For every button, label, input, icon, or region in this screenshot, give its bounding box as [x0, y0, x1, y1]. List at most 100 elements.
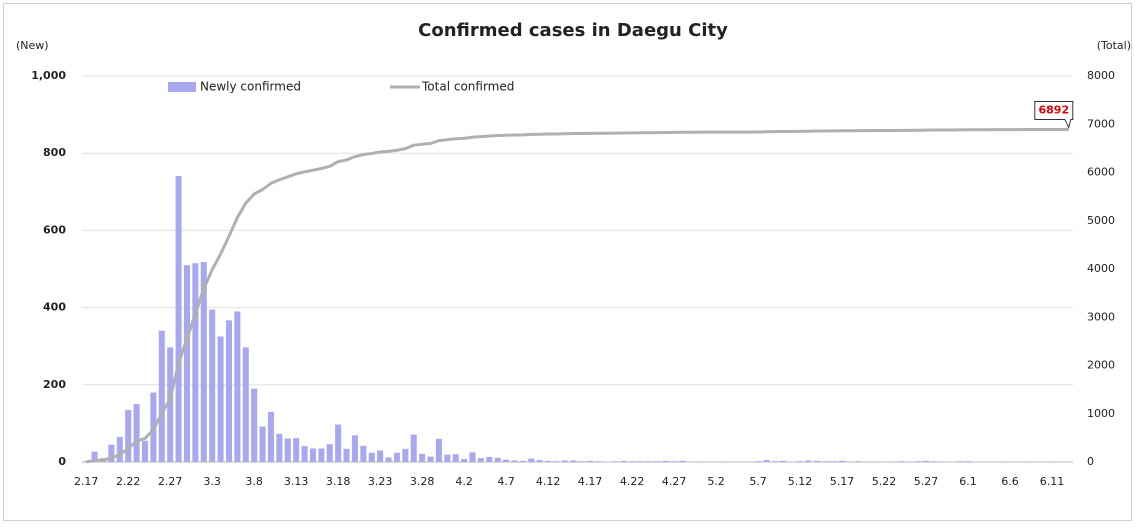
y-tick-label: 1,000	[31, 69, 66, 82]
bar	[411, 435, 417, 462]
x-tick-label: 5.27	[914, 475, 939, 488]
bar	[486, 457, 492, 462]
bar	[755, 461, 761, 462]
x-tick-label: 3.23	[368, 475, 393, 488]
bar	[386, 457, 392, 462]
y-tick-label: 600	[43, 223, 66, 236]
y2-tick-label: 5000	[1087, 214, 1115, 227]
bar	[612, 461, 618, 462]
x-tick-label: 5.22	[872, 475, 897, 488]
bar	[587, 461, 593, 462]
bar	[780, 461, 786, 462]
bar	[117, 437, 123, 462]
bar	[553, 461, 559, 462]
bar	[436, 439, 442, 462]
bar	[209, 310, 215, 462]
bar	[428, 457, 434, 462]
bar	[831, 461, 837, 462]
x-tick-label: 3.3	[203, 475, 221, 488]
bar	[344, 449, 350, 462]
bar	[402, 449, 408, 462]
bar	[595, 461, 601, 462]
y2-tick-label: 3000	[1087, 310, 1115, 323]
bar	[511, 460, 517, 462]
bar	[302, 446, 308, 462]
x-tick-label: 4.2	[455, 475, 473, 488]
bar	[478, 458, 484, 462]
bar	[461, 459, 467, 462]
bar	[327, 444, 333, 462]
bar	[310, 448, 316, 462]
bar	[805, 460, 811, 462]
bar	[931, 461, 937, 462]
chart-title: Confirmed cases in Daegu City	[418, 20, 728, 41]
bar	[268, 412, 274, 462]
y-axis-label: (New)	[16, 39, 49, 52]
bar	[285, 438, 291, 462]
bar	[965, 461, 971, 462]
bar	[251, 389, 257, 462]
x-tick-label: 6.1	[959, 475, 977, 488]
bar	[671, 461, 677, 462]
bar	[142, 441, 148, 462]
y2-tick-label: 1000	[1087, 407, 1115, 420]
x-tick-label: 2.22	[116, 475, 141, 488]
x-tick-label: 2.27	[158, 475, 183, 488]
bar	[637, 461, 643, 462]
bar	[923, 461, 929, 462]
bar	[453, 454, 459, 462]
x-tick-label: 6.11	[1040, 475, 1065, 488]
bar	[856, 461, 862, 462]
bar	[679, 461, 685, 462]
y2-tick-label: 6000	[1087, 166, 1115, 179]
bar	[260, 426, 266, 462]
bar	[570, 460, 576, 462]
bar	[503, 460, 509, 462]
bar	[369, 453, 375, 462]
legend-label: Total confirmed	[421, 80, 514, 94]
end-label: 6892	[1038, 103, 1069, 116]
bar	[822, 461, 828, 462]
bar	[797, 461, 803, 462]
x-tick-label: 4.22	[620, 475, 645, 488]
bar	[579, 461, 585, 462]
y-tick-label: 0	[58, 455, 66, 468]
bar	[646, 461, 652, 462]
bar	[495, 458, 501, 462]
bar	[335, 425, 341, 462]
bar	[184, 265, 190, 462]
y2-tick-label: 2000	[1087, 359, 1115, 372]
bar	[528, 459, 534, 462]
bar	[469, 452, 475, 462]
x-tick-label: 3.18	[326, 475, 351, 488]
bar	[629, 461, 635, 462]
bar	[243, 347, 249, 462]
x-tick-label: 5.17	[830, 475, 855, 488]
y2-tick-label: 8000	[1087, 69, 1115, 82]
legend-label: Newly confirmed	[200, 80, 301, 94]
x-tick-label: 5.2	[707, 475, 725, 488]
bar	[654, 461, 660, 462]
x-tick-label: 3.8	[245, 475, 263, 488]
bar	[159, 331, 165, 462]
x-tick-label: 4.17	[578, 475, 603, 488]
bar	[520, 461, 526, 462]
bar	[839, 461, 845, 462]
bar	[545, 461, 551, 462]
y-tick-label: 200	[43, 378, 66, 391]
x-tick-label: 5.12	[788, 475, 813, 488]
bar	[218, 337, 224, 462]
bar	[125, 410, 131, 462]
bar	[915, 461, 921, 462]
x-tick-label: 3.13	[284, 475, 309, 488]
bar	[318, 448, 324, 462]
bar	[352, 435, 358, 462]
x-tick-label: 5.7	[749, 475, 767, 488]
y2-axis-label: (Total)	[1097, 39, 1131, 52]
bar	[276, 434, 282, 462]
x-tick-label: 4.12	[536, 475, 561, 488]
x-tick-label: 2.17	[74, 475, 99, 488]
bar	[192, 263, 198, 462]
x-tick-label: 3.28	[410, 475, 435, 488]
